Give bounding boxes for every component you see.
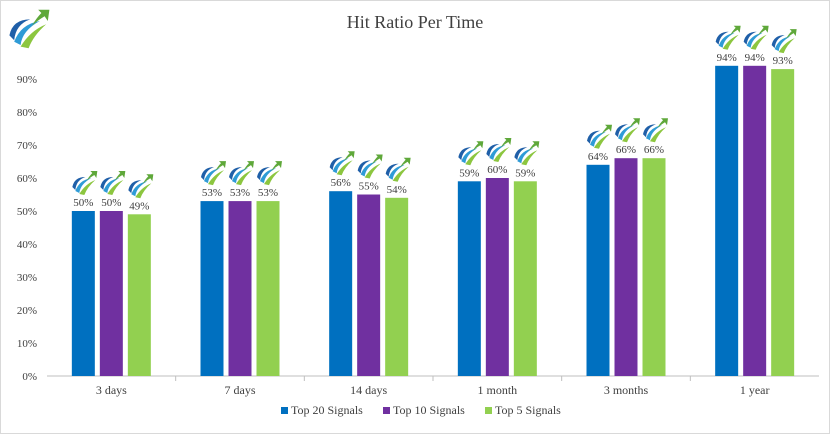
bars-layer [71, 65, 795, 377]
logo-swoosh-icon [100, 171, 126, 195]
data-label: 50% [73, 197, 93, 209]
legend-label: Top 5 Signals [495, 403, 561, 417]
data-label: 64% [588, 151, 608, 163]
bar [71, 211, 95, 376]
bar [329, 191, 353, 376]
y-tick-label: 40% [17, 239, 37, 251]
bar [357, 194, 381, 376]
bar [586, 164, 610, 376]
legend-item: Top 20 Signals [281, 403, 363, 417]
logo-swoosh-icon [128, 174, 154, 199]
logo-swoosh-icon [486, 138, 512, 162]
logo-swoosh-icon [257, 161, 282, 186]
legend-label: Top 10 Signals [393, 403, 465, 417]
x-category-label: 3 months [604, 383, 649, 397]
logo-swoosh-icon [201, 161, 226, 186]
y-axis: 0% 10% 20% 30% 40% 50% 60% 70% 80% 90% [17, 74, 37, 383]
data-label: 53% [230, 187, 250, 199]
bar [256, 201, 280, 376]
logo-swoosh-icon [329, 151, 355, 176]
x-category-label: 7 days [225, 383, 256, 397]
legend-item: Top 5 Signals [485, 403, 561, 417]
logo-swoosh-icon [615, 118, 640, 143]
data-label: 49% [129, 200, 149, 212]
logo-swoosh-icon [9, 9, 50, 49]
data-label: 60% [487, 164, 507, 176]
y-tick-label: 80% [17, 107, 37, 119]
data-label: 59% [515, 167, 535, 179]
x-axis: 3 days 7 days 14 days 1 month 3 months 1 year [96, 376, 770, 397]
y-tick-label: 60% [17, 173, 37, 185]
x-category-label: 3 days [96, 383, 127, 397]
legend-item: Top 10 Signals [383, 403, 465, 417]
bar [385, 197, 409, 376]
bar [642, 158, 666, 376]
y-tick-label: 90% [17, 74, 37, 86]
data-label: 94% [717, 52, 737, 64]
bar [99, 211, 123, 376]
bar [457, 181, 481, 376]
logo-swoosh-icon [357, 154, 383, 179]
data-labels-layer: 50% 53% 56% 59% 64% 94% 50% 53% 55% 60% 66% 94% 49% 5… [72, 25, 797, 212]
logo-swoosh-icon [229, 161, 254, 186]
y-tick-label: 70% [17, 140, 37, 152]
data-label: 66% [616, 144, 636, 156]
logo-swoosh-icon [715, 25, 741, 50]
logo-swoosh-icon [72, 171, 98, 195]
y-tick-label: 10% [17, 338, 37, 350]
data-label: 59% [459, 167, 479, 179]
logo-swoosh-icon [771, 29, 797, 54]
data-label: 94% [745, 52, 765, 64]
x-category-label: 1 month [477, 383, 517, 397]
data-label: 66% [644, 144, 664, 156]
bar [513, 181, 537, 376]
logo-swoosh-icon [587, 124, 612, 149]
y-tick-label: 50% [17, 206, 37, 218]
bar [127, 214, 151, 376]
bar [715, 65, 739, 377]
x-category-label: 14 days [350, 383, 387, 397]
legend-swatch [383, 407, 390, 414]
bar [200, 201, 224, 376]
logo-swoosh-icon [385, 157, 411, 182]
legend-swatch [281, 407, 288, 414]
data-label: 56% [331, 177, 351, 189]
data-label: 93% [773, 55, 793, 67]
logo-swoosh-icon [643, 118, 668, 143]
y-tick-label: 30% [17, 272, 37, 284]
bar [771, 69, 795, 376]
bar [485, 178, 509, 376]
y-tick-label: 0% [22, 371, 37, 383]
bar [228, 201, 252, 376]
logo-swoosh-icon [458, 141, 484, 166]
data-label: 50% [101, 197, 121, 209]
y-tick-label: 20% [17, 305, 37, 317]
logo-swoosh-icon [743, 25, 769, 50]
bar [743, 65, 767, 377]
data-label: 53% [258, 187, 278, 199]
data-label: 55% [359, 181, 379, 193]
data-label: 54% [387, 184, 407, 196]
logo-swoosh-icon [514, 141, 540, 166]
chart-title: Hit Ratio Per Time [347, 12, 484, 32]
data-label: 53% [202, 187, 222, 199]
x-category-label: 1 year [740, 383, 770, 397]
bar [614, 158, 638, 376]
legend: Top 20 Signals Top 10 Signals Top 5 Signal… [281, 403, 561, 417]
legend-label: Top 20 Signals [291, 403, 363, 417]
legend-swatch [485, 407, 492, 414]
